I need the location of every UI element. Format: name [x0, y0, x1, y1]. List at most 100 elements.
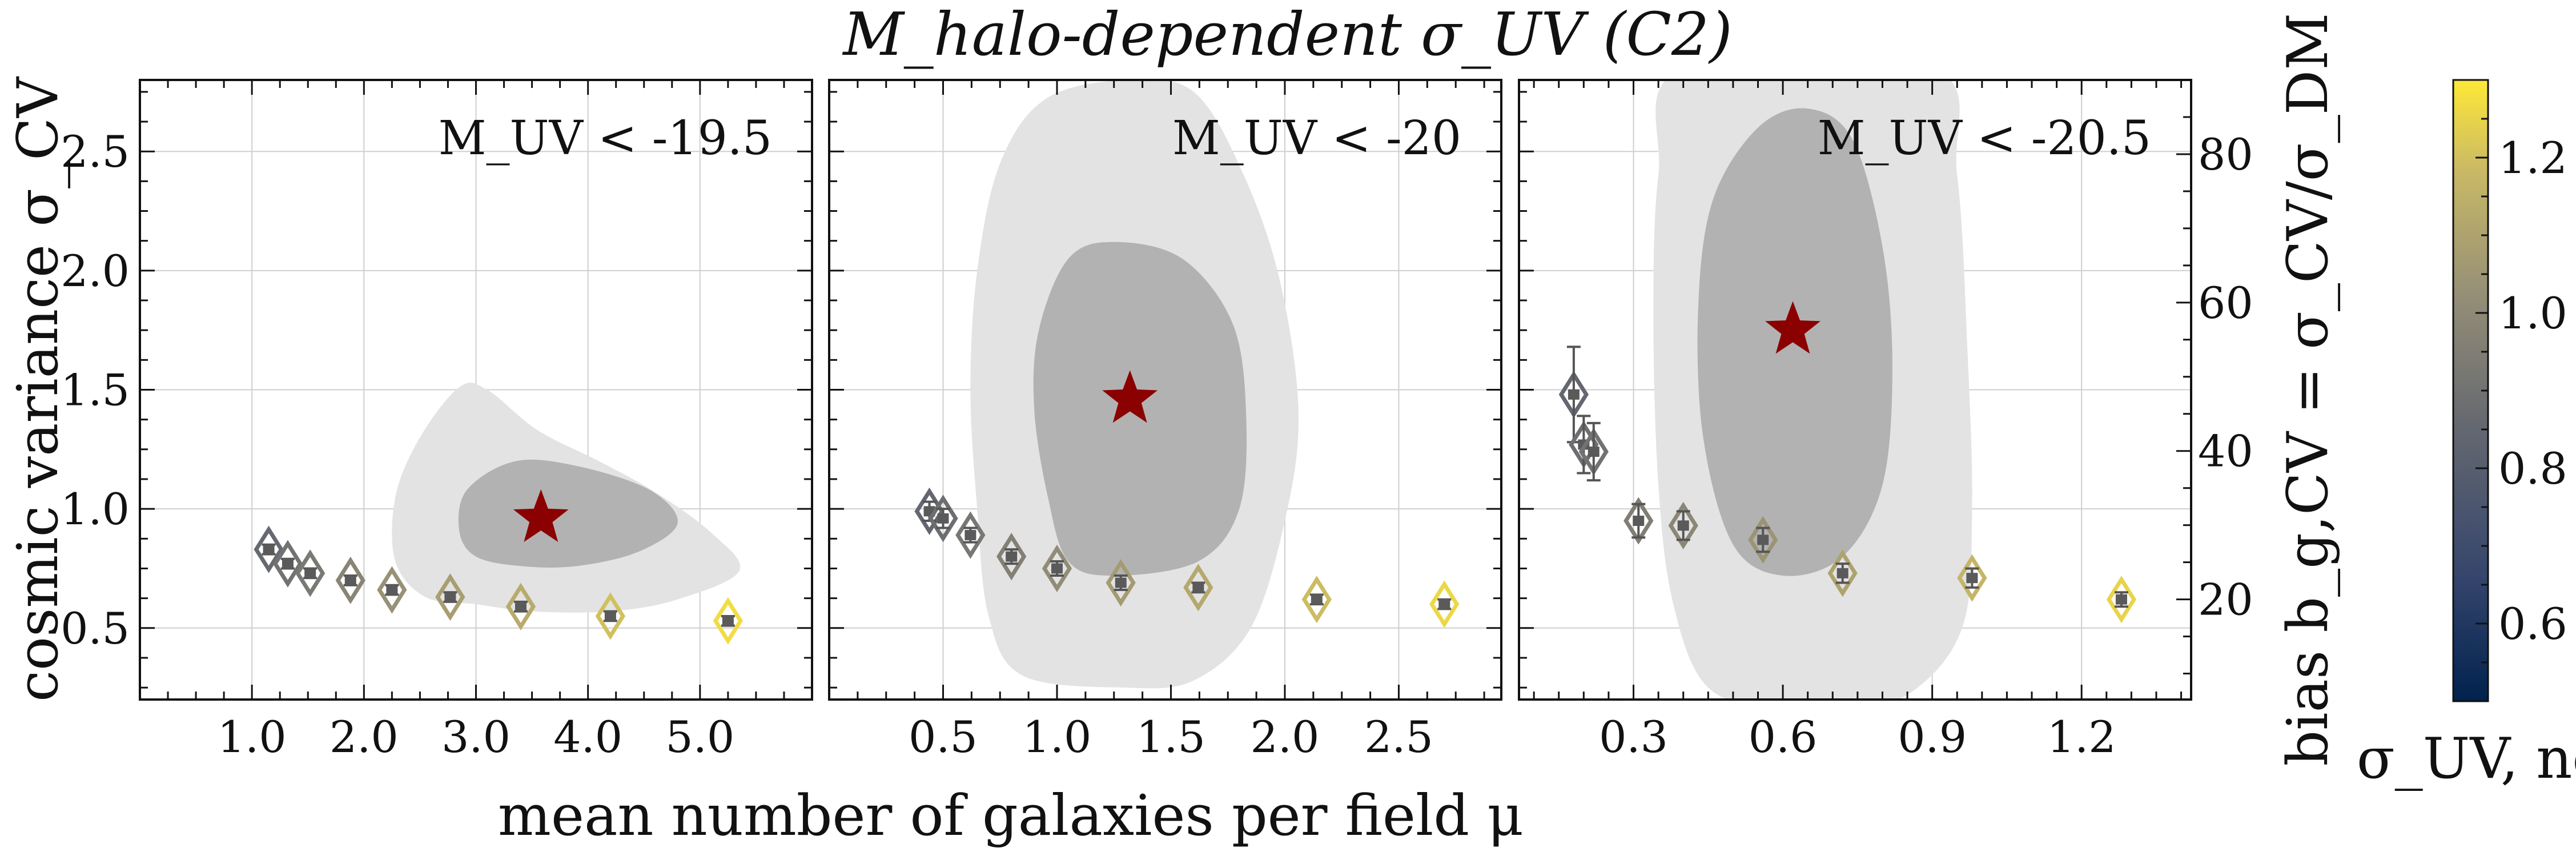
- best-fit-star: [513, 489, 569, 542]
- data-point: [377, 566, 407, 614]
- data-point: [1183, 564, 1213, 612]
- data-point-diamond: [295, 549, 325, 597]
- panel-right: 0.3 0.6 0.9 1.2 20 40 60 80 M_UV < -20.5: [1518, 79, 2253, 762]
- x-tick-label: 2.5: [1364, 712, 1433, 762]
- data-point-center: [263, 544, 275, 555]
- data-point-diamond: [377, 566, 407, 614]
- data-point-diamond: [1623, 497, 1654, 545]
- data-point: [505, 582, 536, 630]
- panel-annotation: M_UV < -20: [1172, 111, 1461, 166]
- data-point-diamond: [1429, 580, 1460, 628]
- data-point-center: [304, 568, 316, 578]
- data-point-diamond: [1301, 576, 1332, 624]
- data-point-diamond: [272, 540, 303, 588]
- colorbar-label: σ_UV, norm: [2357, 726, 2576, 791]
- data-point: [996, 533, 1027, 581]
- data-point-center: [1006, 551, 1018, 562]
- colorbar: 0.6 0.8 1.0 1.2: [2452, 79, 2567, 702]
- y-tick-label: 1.5: [61, 365, 130, 416]
- right-tick-label: 40: [2198, 426, 2253, 477]
- colorbar-tick-label: 0.6: [2498, 598, 2567, 649]
- x-tick-label: 1.2: [2047, 712, 2116, 762]
- panel-annotation: M_UV < -19.5: [439, 111, 772, 166]
- data-point-center: [282, 558, 294, 569]
- data-point: [1957, 554, 1987, 602]
- data-point-center: [1633, 516, 1645, 527]
- x-tick-label: 0.6: [1749, 712, 1818, 762]
- data-point-diamond: [1748, 516, 1778, 564]
- data-point-diamond: [928, 495, 958, 542]
- data-point-center: [1438, 599, 1450, 610]
- data-point-center: [965, 530, 976, 541]
- data-point-diamond: [1106, 558, 1136, 607]
- ticks: [139, 80, 813, 700]
- figure-title: M_halo-dependent σ_UV (C2): [842, 0, 1732, 69]
- best-fit-star: [1765, 301, 1821, 354]
- data-point-center: [2115, 594, 2127, 605]
- data-point: [1578, 421, 1609, 482]
- x-tick-label: 3.0: [441, 712, 511, 762]
- data-point: [1429, 580, 1460, 628]
- data-point-diamond: [435, 573, 465, 621]
- data-point: [1301, 576, 1332, 624]
- data-point-diamond: [1042, 544, 1072, 593]
- data-point: [1748, 516, 1778, 564]
- data-point-center: [604, 610, 616, 621]
- data-point-center: [386, 585, 398, 596]
- data-point-center: [1588, 447, 1600, 457]
- data-point: [1042, 544, 1072, 593]
- data-point-diamond: [1668, 501, 1698, 549]
- x-tick-label: 0.3: [1599, 712, 1668, 762]
- data-point-diamond: [1183, 564, 1213, 612]
- data-point: [435, 573, 465, 621]
- data-point-center: [515, 601, 527, 612]
- y-axis-label-right: bias b_g,CV = σ_CV/σ_DM: [2276, 13, 2341, 766]
- y-tick-label: 0.5: [61, 603, 130, 654]
- right-tick-label: 20: [2198, 574, 2253, 625]
- data-point-center: [937, 513, 949, 524]
- data-point: [928, 495, 958, 542]
- data-point: [1668, 501, 1698, 549]
- data-point: [295, 549, 325, 597]
- ticks: [1519, 80, 2183, 700]
- x-tick-label: 2.0: [1251, 712, 1320, 762]
- data-point: [914, 487, 945, 535]
- contours: [392, 383, 741, 613]
- y-tick-label: 2.0: [61, 246, 130, 296]
- x-tick-label: 0.5: [909, 712, 978, 762]
- ticks: [828, 80, 1501, 700]
- x-tick-label: 4.0: [553, 712, 622, 762]
- right-tick-label: 80: [2198, 129, 2253, 180]
- data-point-center: [1192, 582, 1204, 593]
- data-point-diamond: [1957, 554, 1987, 602]
- grid: [140, 80, 812, 700]
- data-point-center: [1966, 573, 1978, 584]
- data-point-diamond: [505, 582, 536, 630]
- panel-left: 1.0 2.0 3.0 4.0 5.0 0.5 1.0 1.5 2.0 2.5 M_UV < -19…: [61, 79, 813, 762]
- data-point-center: [1836, 568, 1848, 578]
- data-point: [1827, 549, 1858, 597]
- data-point: [1106, 558, 1136, 607]
- data-point-center: [1051, 563, 1063, 574]
- y-tick-label: 1.0: [61, 484, 130, 534]
- data-point: [272, 540, 303, 588]
- data-point-center: [1568, 389, 1580, 400]
- data-point-center: [344, 575, 356, 586]
- data-points: [254, 525, 744, 645]
- data-point-center: [444, 592, 456, 602]
- y-axis-label: cosmic variance σ_CV: [6, 76, 71, 702]
- data-point: [2106, 576, 2137, 624]
- data-point: [955, 511, 986, 559]
- x-tick-label: 2.0: [329, 712, 399, 762]
- data-point-diamond: [254, 525, 284, 573]
- panel-middle: 0.5 1.0 1.5 2.0 2.5 M_UV < -20: [828, 79, 1502, 762]
- panel-annotation: M_UV < -20.5: [1818, 111, 2151, 166]
- data-point-diamond: [955, 511, 986, 559]
- data-point-diamond: [1827, 549, 1858, 597]
- data-point: [254, 525, 284, 573]
- y-tick-label: 2.5: [61, 126, 130, 177]
- colorbar-tick-label: 0.8: [2498, 443, 2567, 494]
- data-point: [595, 592, 626, 640]
- x-tick-label: 0.9: [1898, 712, 1967, 762]
